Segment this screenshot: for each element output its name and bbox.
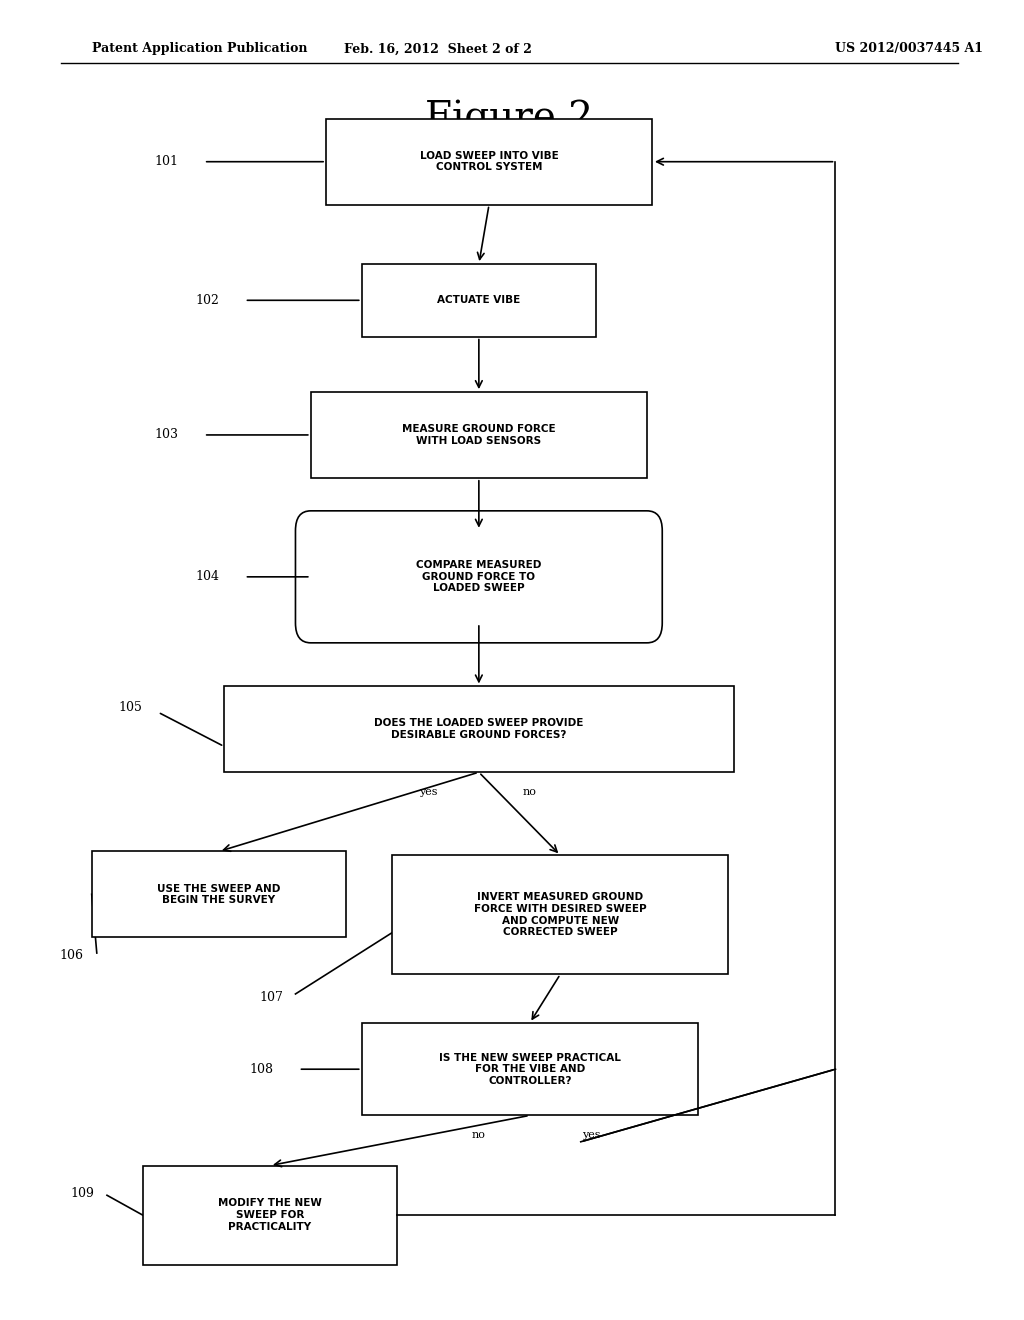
Text: no: no <box>523 787 537 797</box>
Text: 103: 103 <box>155 429 178 441</box>
Text: DOES THE LOADED SWEEP PROVIDE
DESIRABLE GROUND FORCES?: DOES THE LOADED SWEEP PROVIDE DESIRABLE … <box>374 718 584 741</box>
Text: yes: yes <box>582 1130 600 1140</box>
Text: 109: 109 <box>71 1187 95 1200</box>
FancyBboxPatch shape <box>296 511 663 643</box>
Text: MODIFY THE NEW
SWEEP FOR
PRACTICALITY: MODIFY THE NEW SWEEP FOR PRACTICALITY <box>218 1199 322 1232</box>
Text: yes: yes <box>419 787 437 797</box>
Text: USE THE SWEEP AND
BEGIN THE SURVEY: USE THE SWEEP AND BEGIN THE SURVEY <box>158 883 281 906</box>
Text: COMPARE MEASURED
GROUND FORCE TO
LOADED SWEEP: COMPARE MEASURED GROUND FORCE TO LOADED … <box>416 560 542 594</box>
FancyBboxPatch shape <box>142 1166 397 1265</box>
FancyBboxPatch shape <box>310 392 647 478</box>
FancyBboxPatch shape <box>326 119 652 205</box>
Text: 102: 102 <box>196 294 219 306</box>
Text: 106: 106 <box>59 949 84 962</box>
Text: IS THE NEW SWEEP PRACTICAL
FOR THE VIBE AND
CONTROLLER?: IS THE NEW SWEEP PRACTICAL FOR THE VIBE … <box>439 1052 621 1086</box>
FancyBboxPatch shape <box>392 855 728 974</box>
Text: 107: 107 <box>259 991 284 1005</box>
FancyBboxPatch shape <box>224 686 733 772</box>
Text: MEASURE GROUND FORCE
WITH LOAD SENSORS: MEASURE GROUND FORCE WITH LOAD SENSORS <box>402 424 556 446</box>
Text: US 2012/0037445 A1: US 2012/0037445 A1 <box>836 42 983 55</box>
Text: Feb. 16, 2012  Sheet 2 of 2: Feb. 16, 2012 Sheet 2 of 2 <box>344 42 532 55</box>
FancyBboxPatch shape <box>361 264 596 337</box>
Text: Figure 2: Figure 2 <box>425 100 594 137</box>
Text: 108: 108 <box>249 1063 273 1076</box>
FancyBboxPatch shape <box>92 851 346 937</box>
Text: 104: 104 <box>195 570 219 583</box>
Text: 105: 105 <box>119 701 142 714</box>
Text: INVERT MEASURED GROUND
FORCE WITH DESIRED SWEEP
AND COMPUTE NEW
CORRECTED SWEEP: INVERT MEASURED GROUND FORCE WITH DESIRE… <box>474 892 647 937</box>
FancyBboxPatch shape <box>361 1023 698 1115</box>
Text: Patent Application Publication: Patent Application Publication <box>92 42 307 55</box>
Text: no: no <box>472 1130 485 1140</box>
Text: ACTUATE VIBE: ACTUATE VIBE <box>437 296 520 305</box>
Text: 101: 101 <box>155 156 178 168</box>
Text: LOAD SWEEP INTO VIBE
CONTROL SYSTEM: LOAD SWEEP INTO VIBE CONTROL SYSTEM <box>420 150 558 173</box>
